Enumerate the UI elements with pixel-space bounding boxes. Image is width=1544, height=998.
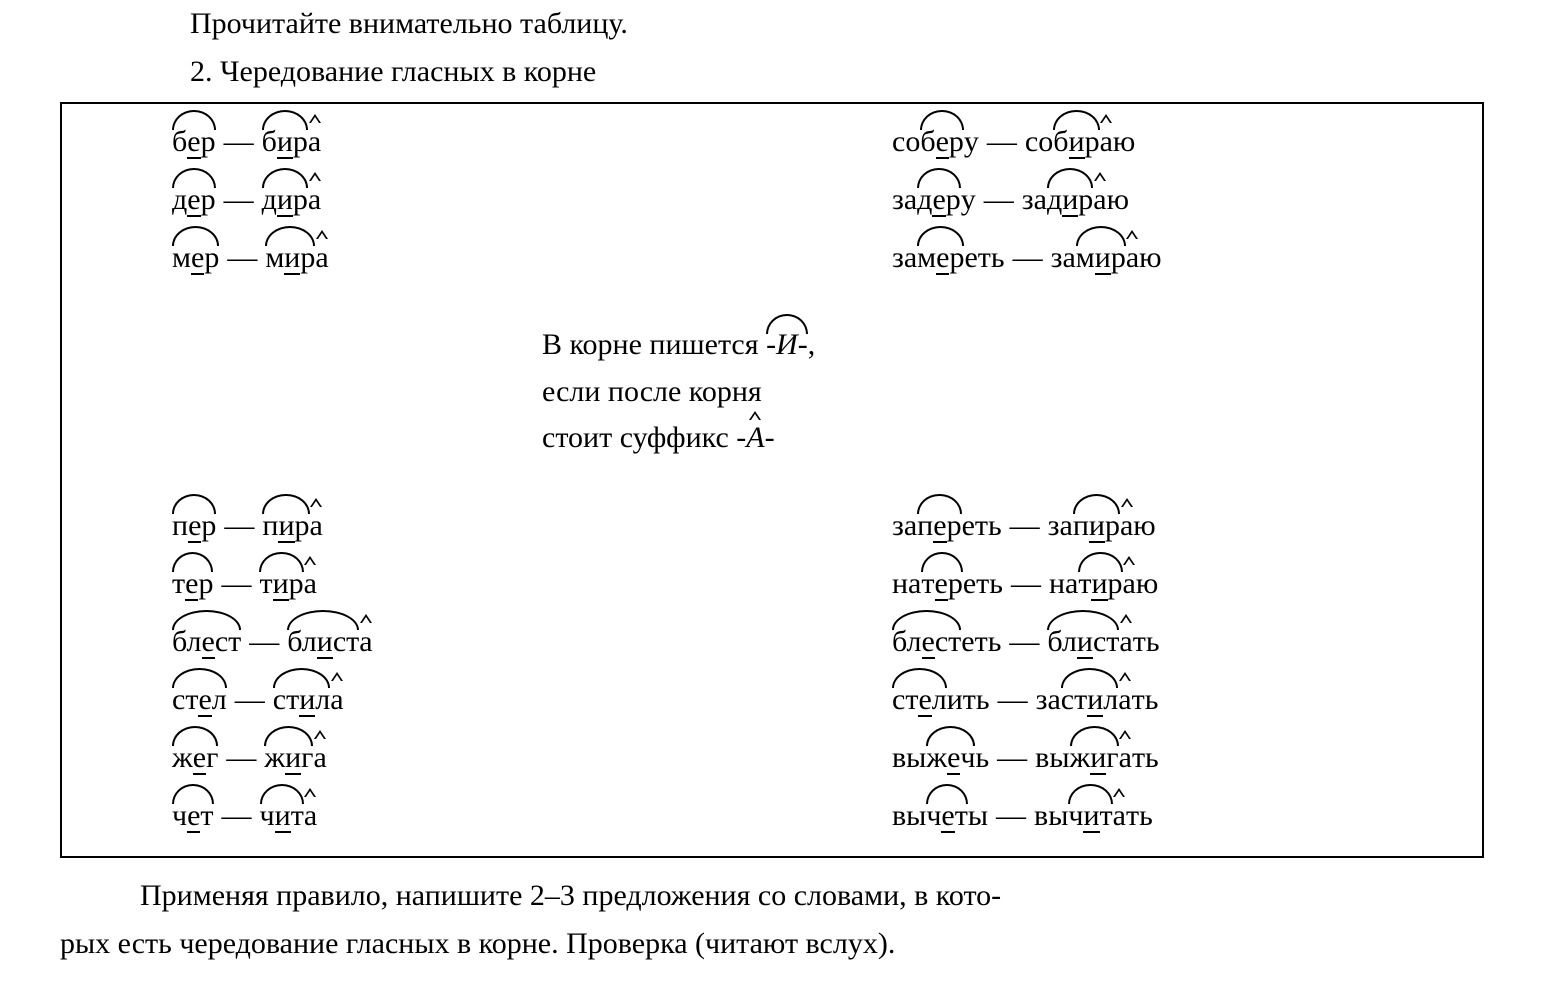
root-i-word: пира [262, 502, 322, 550]
root-pair: пер—пира [172, 502, 532, 550]
example-e-word: блестеть [892, 618, 1001, 666]
example-e-word: стелить [892, 676, 990, 724]
root-e-word: тер [172, 560, 213, 608]
root-e-word: бер [172, 118, 216, 166]
example-e-word: замереть [892, 234, 1005, 282]
example-pair: натереть—натираю [892, 560, 1422, 608]
exercise-line-2: рых есть чередование гласных в корне. Пр… [60, 920, 1484, 968]
exercise-line-1: Применяя правило, напишите 2–3 предложен… [140, 879, 1001, 912]
dash: — [996, 792, 1026, 840]
rule-line-1: В корне пишется [542, 328, 766, 361]
examples-bottom: запереть—запираюнатереть—натираюблестеть… [892, 502, 1422, 840]
dash: — [224, 502, 254, 550]
rule-a-token: А [746, 415, 764, 462]
section-title: 2. Чередование гласных в корне [190, 48, 1484, 96]
root-e-word: чет [172, 792, 214, 840]
roots-top: бер—бирадер—дирамер—мира [172, 118, 532, 282]
root-e-word: блест [172, 618, 241, 666]
root-i-word: дира [262, 176, 322, 224]
dash: — [1011, 560, 1041, 608]
dash: — [984, 176, 1014, 224]
root-pair: блест—блиста [172, 618, 532, 666]
example-pair: блестеть—блистать [892, 618, 1422, 666]
root-pair: дер—дира [172, 176, 532, 224]
example-pair: соберу—собираю [892, 118, 1422, 166]
dash: — [997, 734, 1027, 782]
root-pair: тер—тира [172, 560, 532, 608]
dash: — [222, 792, 252, 840]
example-i-word: замираю [1051, 234, 1162, 282]
root-e-word: жег [172, 734, 218, 782]
example-i-word: запираю [1048, 502, 1156, 550]
root-pair: бер—бира [172, 118, 532, 166]
exercise-text: Применяя правило, напишите 2–3 предложен… [60, 872, 1484, 968]
example-i-word: блистать [1047, 618, 1159, 666]
dash: — [249, 618, 279, 666]
example-e-word: натереть [892, 560, 1003, 608]
root-e-word: стел [172, 676, 227, 724]
rule-table: бер—бирадер—дирамер—мира соберу—собираюз… [60, 102, 1484, 858]
intro-line: Прочитайте внимательно таблицу. [190, 0, 1484, 48]
dash: — [1009, 618, 1039, 666]
example-pair: вычеты—вычитать [892, 792, 1422, 840]
example-pair: выжечь—выжигать [892, 734, 1422, 782]
example-e-word: выжечь [892, 734, 989, 782]
rule-line-2: если после корня [542, 369, 882, 416]
example-pair: запереть—запираю [892, 502, 1422, 550]
example-e-word: вычеты [892, 792, 988, 840]
dash: — [998, 676, 1028, 724]
root-i-word: бира [262, 118, 322, 166]
root-pair: мер—мира [172, 234, 532, 282]
root-e-word: мер [172, 234, 219, 282]
dash: — [221, 560, 251, 608]
dash: — [1010, 502, 1040, 550]
example-e-word: соберу [892, 118, 979, 166]
dash: — [1013, 234, 1043, 282]
dash: — [226, 734, 256, 782]
root-e-word: пер [172, 502, 216, 550]
root-i-word: тира [259, 560, 317, 608]
example-i-word: задираю [1022, 176, 1129, 224]
dash: — [987, 118, 1017, 166]
dash: — [227, 234, 257, 282]
dash: — [224, 176, 254, 224]
examples-top: соберу—собираюзадеру—задираюзамереть—зам… [892, 118, 1422, 282]
root-i-word: стила [273, 676, 344, 724]
example-e-word: задеру [892, 176, 976, 224]
example-pair: стелить—застилать [892, 676, 1422, 724]
root-pair: жег—жига [172, 734, 532, 782]
example-pair: задеру—задираю [892, 176, 1422, 224]
example-i-word: вычитать [1034, 792, 1153, 840]
root-pair: чет—чита [172, 792, 532, 840]
rule-line-3: стоит суффикс [542, 421, 736, 454]
rule-text: В корне пишется -И-, если после корня ст… [542, 282, 882, 502]
roots-bottom: пер—пиратер—тираблест—блистастел—стилаже… [172, 502, 532, 840]
rule-comma: , [808, 328, 816, 361]
root-i-word: мира [265, 234, 328, 282]
example-i-word: выжигать [1035, 734, 1159, 782]
root-i-word: жига [264, 734, 326, 782]
rule-i-token: -И- [766, 322, 808, 369]
root-pair: стел—стила [172, 676, 532, 724]
example-i-word: застилать [1036, 676, 1159, 724]
root-i-word: чита [260, 792, 318, 840]
dash: — [224, 118, 254, 166]
example-i-word: собираю [1025, 118, 1135, 166]
root-e-word: дер [172, 176, 216, 224]
example-e-word: запереть [892, 502, 1002, 550]
root-i-word: блиста [287, 618, 372, 666]
dash: — [235, 676, 265, 724]
example-pair: замереть—замираю [892, 234, 1422, 282]
example-i-word: натираю [1049, 560, 1158, 608]
